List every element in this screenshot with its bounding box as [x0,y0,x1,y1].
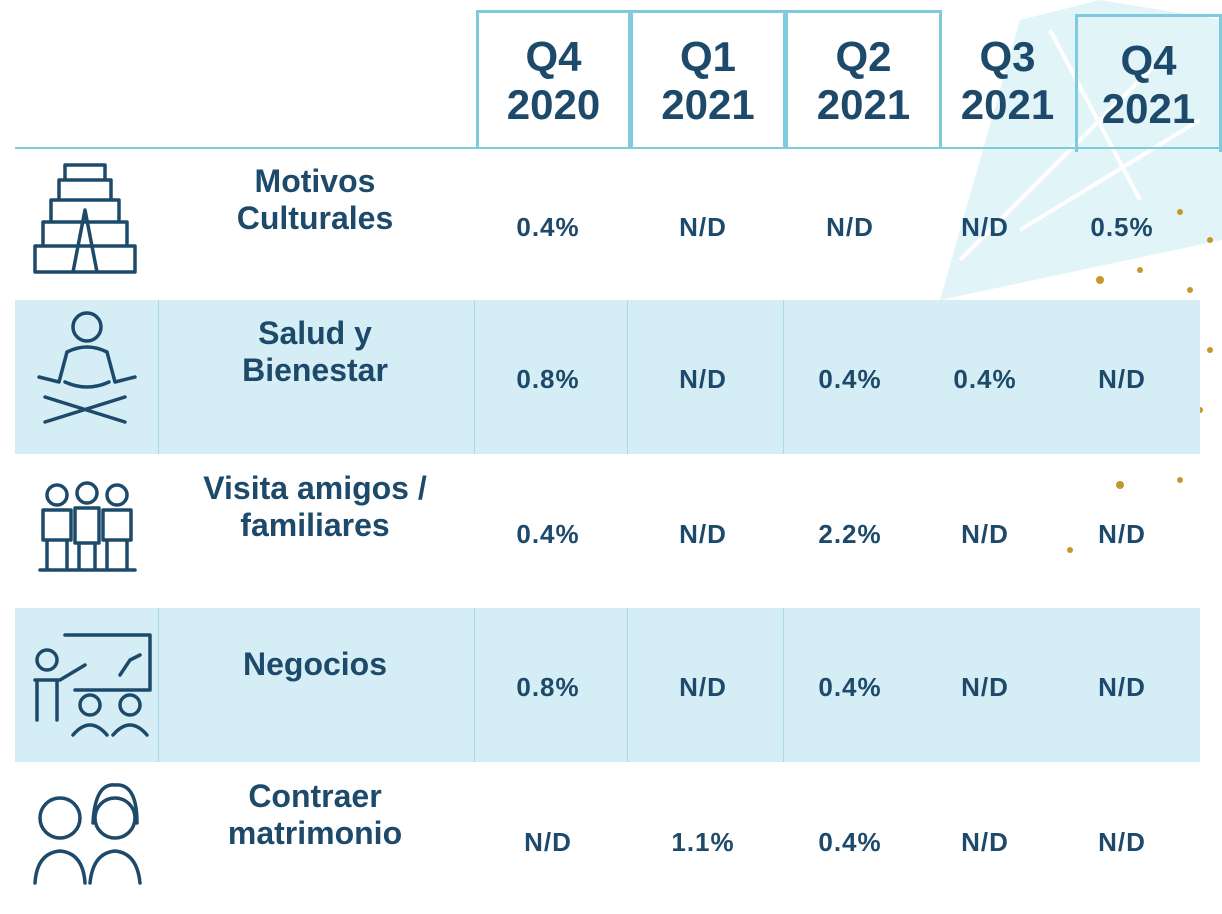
header-year: 2021 [816,80,911,128]
cell-value: N/D [961,212,1009,242]
cell-divider [627,300,628,454]
cell-divider [158,300,159,454]
cell-value: N/D [524,827,572,857]
column-header: Q3 2021 [940,10,1075,148]
header-year: 2021 [1101,84,1196,132]
cell-value: N/D [1098,672,1146,702]
column-header: Q1 2021 [630,10,786,148]
cell-divider [783,608,784,762]
row-label: Salud y Bienestar [242,315,388,388]
cell-value: 1.1% [671,827,735,857]
cell-value: N/D [679,672,727,702]
header-quarter: Q1 [679,32,737,80]
row-band [15,608,1200,762]
cell-divider [474,300,475,454]
cell-value: N/D [961,672,1009,702]
cell-value: N/D [1098,519,1146,549]
header-year: 2021 [661,80,755,128]
row-band [15,300,1200,454]
cell-value: N/D [961,827,1009,857]
cell-value: N/D [826,212,874,242]
header-quarter: Q4 [1120,36,1177,84]
row-label: Contraer matrimonio [227,778,403,851]
cell-value: 2.2% [818,519,882,549]
row-label: Motivos Culturales [236,163,394,236]
column-header: Q4 2021 [1075,14,1222,152]
cell-value: 0.4% [516,212,580,242]
palm-decoration [940,0,1222,300]
header-quarter: Q2 [835,32,892,80]
cell-value: 0.8% [516,672,580,702]
cell-value: N/D [679,519,727,549]
cell-value: N/D [679,212,727,242]
couple-icon [33,783,142,885]
cell-value: 0.4% [953,364,1017,394]
cell-value: 0.4% [818,672,882,702]
cell-divider [783,300,784,454]
row-label: Negocios [242,646,388,682]
meditation-icon [37,311,137,424]
business-icon [33,633,152,737]
cell-divider [158,608,159,762]
cell-value: 0.4% [818,364,882,394]
cell-value: 0.4% [516,519,580,549]
cell-value: N/D [961,519,1009,549]
header-quarter: Q3 [979,32,1036,80]
header-rule [15,147,1222,149]
header-year: 2021 [960,80,1055,128]
row-label: Visita amigos / familiares [203,470,427,543]
cell-value: N/D [1098,827,1146,857]
column-header: Q4 2020 [476,10,631,148]
column-header: Q2 2021 [785,10,942,148]
cell-value: 0.4% [818,827,882,857]
pyramid-icon [33,163,137,274]
cell-value: 0.5% [1090,212,1154,242]
cell-value: N/D [679,364,727,394]
header-year: 2020 [506,80,601,128]
cell-divider [627,608,628,762]
family-icon [38,481,137,572]
header-quarter: Q4 [525,32,582,80]
cell-value: N/D [1098,364,1146,394]
cell-divider [474,608,475,762]
cell-value: 0.8% [516,364,580,394]
